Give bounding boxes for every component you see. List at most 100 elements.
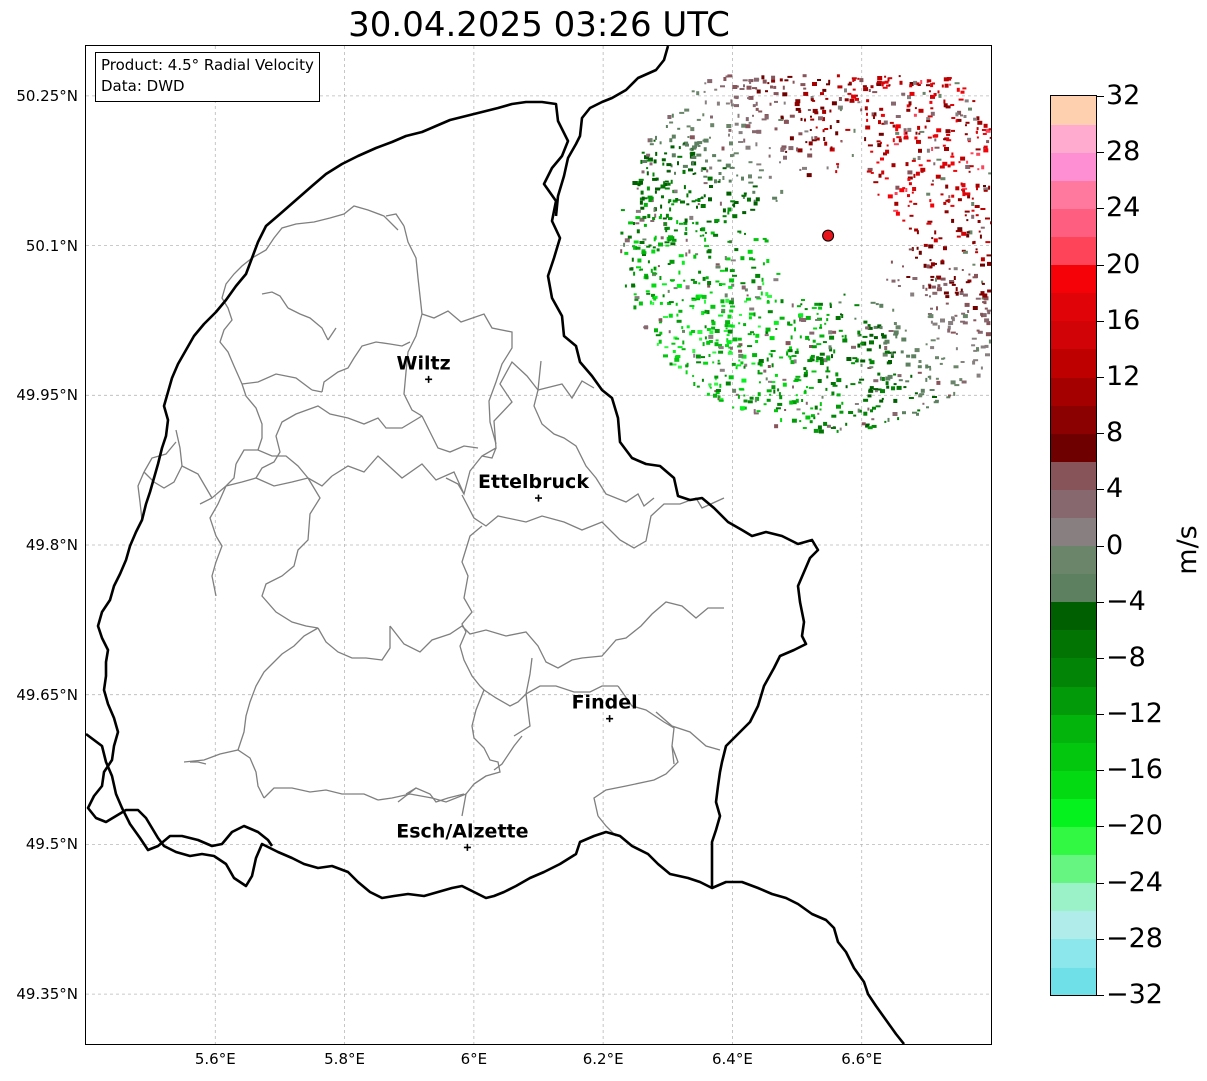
velocity-echo-pixel [816,343,822,346]
velocity-echo-pixel [722,215,727,218]
velocity-echo-pixel [831,391,835,396]
velocity-echo-pixel [897,279,900,282]
velocity-echo-pixel [841,314,844,318]
velocity-echo-pixel [658,318,662,322]
velocity-echo-pixel [980,291,985,296]
velocity-echo-pixel [646,186,650,191]
velocity-echo-pixel [741,123,747,128]
velocity-echo-pixel [664,187,670,190]
velocity-echo-pixel [817,425,822,430]
velocity-echo-pixel [766,300,770,304]
velocity-echo-pixel [820,106,825,110]
velocity-echo-pixel [765,292,769,297]
velocity-echo-pixel [671,134,676,139]
velocity-echo-pixel [728,179,732,183]
velocity-echo-pixel [741,176,744,181]
velocity-echo-pixel [971,202,975,206]
velocity-echo-pixel [800,117,803,121]
velocity-echo-pixel [832,330,837,334]
velocity-echo-pixel [739,231,742,234]
velocity-echo-pixel [768,380,772,383]
velocity-echo-pixel [810,118,815,121]
colorbar-segment [1051,517,1096,547]
velocity-echo-pixel [688,168,693,172]
velocity-echo-pixel [739,406,745,411]
velocity-echo-pixel [914,107,917,110]
velocity-echo-pixel [901,92,906,96]
velocity-echo-pixel [945,295,950,299]
velocity-echo-pixel [733,203,736,208]
velocity-echo-pixel [816,356,820,361]
velocity-echo-pixel [727,329,733,334]
velocity-echo-pixel [810,98,814,102]
velocity-echo-pixel [886,84,890,87]
velocity-echo-pixel [890,353,894,358]
velocity-echo-pixel [936,158,942,161]
velocity-echo-pixel [878,173,882,178]
velocity-echo-pixel [918,164,923,167]
colorbar-tick-label: −12 [1106,698,1163,730]
velocity-echo-pixel [664,227,669,230]
colorbar-segment [1051,573,1096,603]
velocity-echo-pixel [646,245,651,248]
velocity-echo-pixel [720,283,726,286]
velocity-echo-pixel [982,301,985,304]
velocity-echo-pixel [685,285,690,290]
velocity-echo-pixel [668,313,673,318]
velocity-echo-pixel [979,234,982,239]
velocity-echo-pixel [668,199,672,203]
velocity-echo-pixel [866,112,868,116]
velocity-echo-pixel [655,151,658,156]
velocity-echo-pixel [651,249,656,254]
velocity-echo-pixel [830,382,836,385]
velocity-echo-pixel [835,372,839,377]
velocity-echo-pixel [913,173,916,178]
velocity-echo-pixel [976,329,980,332]
velocity-echo-pixel [867,407,870,411]
velocity-echo-pixel [944,83,949,88]
velocity-echo-pixel [755,142,758,147]
velocity-echo-pixel [650,138,653,143]
velocity-echo-pixel [740,256,745,261]
velocity-echo-pixel [981,282,985,285]
velocity-echo-pixel [739,388,745,391]
velocity-echo-pixel [658,339,662,344]
velocity-echo-pixel [809,331,815,335]
velocity-echo-pixel [676,283,682,288]
velocity-echo-pixel [866,118,869,122]
velocity-echo-pixel [727,314,732,319]
colorbar-segment [1051,180,1096,209]
colorbar-segment [1051,629,1096,659]
velocity-echo-pixel [959,378,963,382]
velocity-echo-pixel [944,137,950,141]
velocity-echo-pixel [819,334,825,338]
velocity-echo-pixel [795,107,801,111]
velocity-echo-pixel [704,336,707,340]
velocity-echo-pixel [757,392,761,397]
velocity-echo-pixel [664,183,668,186]
velocity-echo-pixel [721,305,726,307]
velocity-echo-pixel [870,301,876,304]
velocity-echo-pixel [886,361,891,365]
velocity-echo-pixel [913,113,917,117]
velocity-echo-pixel [795,394,798,397]
velocity-echo-pixel [868,89,871,92]
velocity-echo-pixel [927,136,932,139]
velocity-echo-pixel [638,178,644,181]
velocity-echo-pixel [691,200,696,203]
velocity-echo-pixel [620,249,623,254]
velocity-echo-pixel [968,107,972,111]
velocity-echo-pixel [780,147,785,152]
velocity-echo-pixel [903,128,907,132]
velocity-echo-pixel [696,385,700,388]
velocity-echo-pixel [891,163,896,168]
velocity-echo-pixel [778,392,781,397]
velocity-echo-pixel [818,356,824,360]
velocity-echo-pixel [654,213,657,218]
velocity-echo-pixel [749,396,754,400]
velocity-echo-pixel [819,402,822,407]
velocity-echo-pixel [814,136,818,140]
velocity-echo-pixel [729,346,733,350]
velocity-echo-pixel [707,79,713,84]
velocity-echo-pixel [983,185,986,187]
